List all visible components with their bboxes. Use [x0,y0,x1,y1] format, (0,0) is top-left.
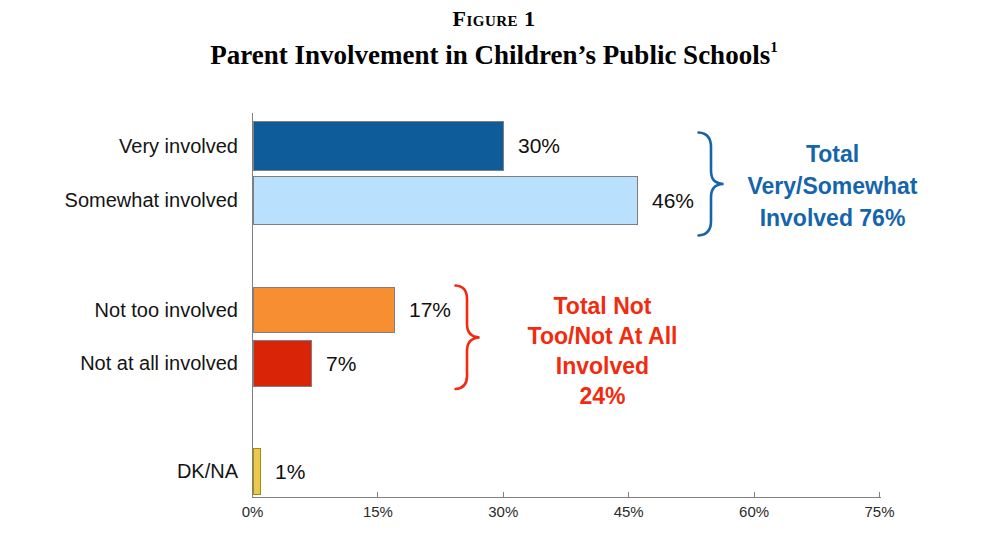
category-label: DK/NA [0,448,238,495]
figure-page: Figure 1 Parent Involvement in Children’… [0,0,988,560]
annotation-line: Total [725,138,940,170]
bar [253,448,261,495]
bar [253,287,395,333]
category-label: Not too involved [0,287,238,333]
bar-value-label: 1% [275,448,305,495]
annotation-line: Involved [495,351,710,381]
category-label: Not at all involved [0,340,238,387]
annotation-total-very-somewhat: Total Very/Somewhat Involved 76% [725,138,940,234]
bar-row-dk-na: DK/NA 1% [0,448,988,495]
value-axis-line [252,497,881,498]
x-tick-label: 0% [228,503,278,520]
annotation-line: Total Not [495,291,710,321]
annotation-line: Involved 76% [725,202,940,234]
bar [253,176,638,225]
chart-title: Parent Involvement in Children’s Public … [0,34,988,70]
x-tick-label: 30% [478,503,528,520]
bar-value-label: 17% [409,287,451,333]
x-tick-label: 15% [353,503,403,520]
annotation-line: Too/Not At All [495,321,710,351]
x-tick-label: 75% [855,503,905,520]
x-tick-label: 45% [604,503,654,520]
bar-row-not-at-all-involved: Not at all involved 7% [0,340,988,387]
bar [253,121,504,171]
figure-label: Figure 1 [0,6,988,32]
chart-title-superscript: 1 [770,39,778,55]
chart-title-text: Parent Involvement in Children’s Public … [210,40,770,70]
annotation-line: 24% [495,381,710,411]
bar-value-label: 30% [518,121,560,171]
bar [253,340,312,387]
bar-row-not-too-involved: Not too involved 17% [0,287,988,333]
x-tick-label: 60% [729,503,779,520]
category-label: Somewhat involved [0,176,238,225]
annotation-line: Very/Somewhat [725,170,940,202]
bar-value-label: 7% [326,340,356,387]
bar-value-label: 46% [652,176,694,225]
chart-header: Figure 1 Parent Involvement in Children’… [0,6,988,70]
annotation-total-not-involved: Total Not Too/Not At All Involved 24% [495,291,710,411]
category-label: Very involved [0,121,238,171]
